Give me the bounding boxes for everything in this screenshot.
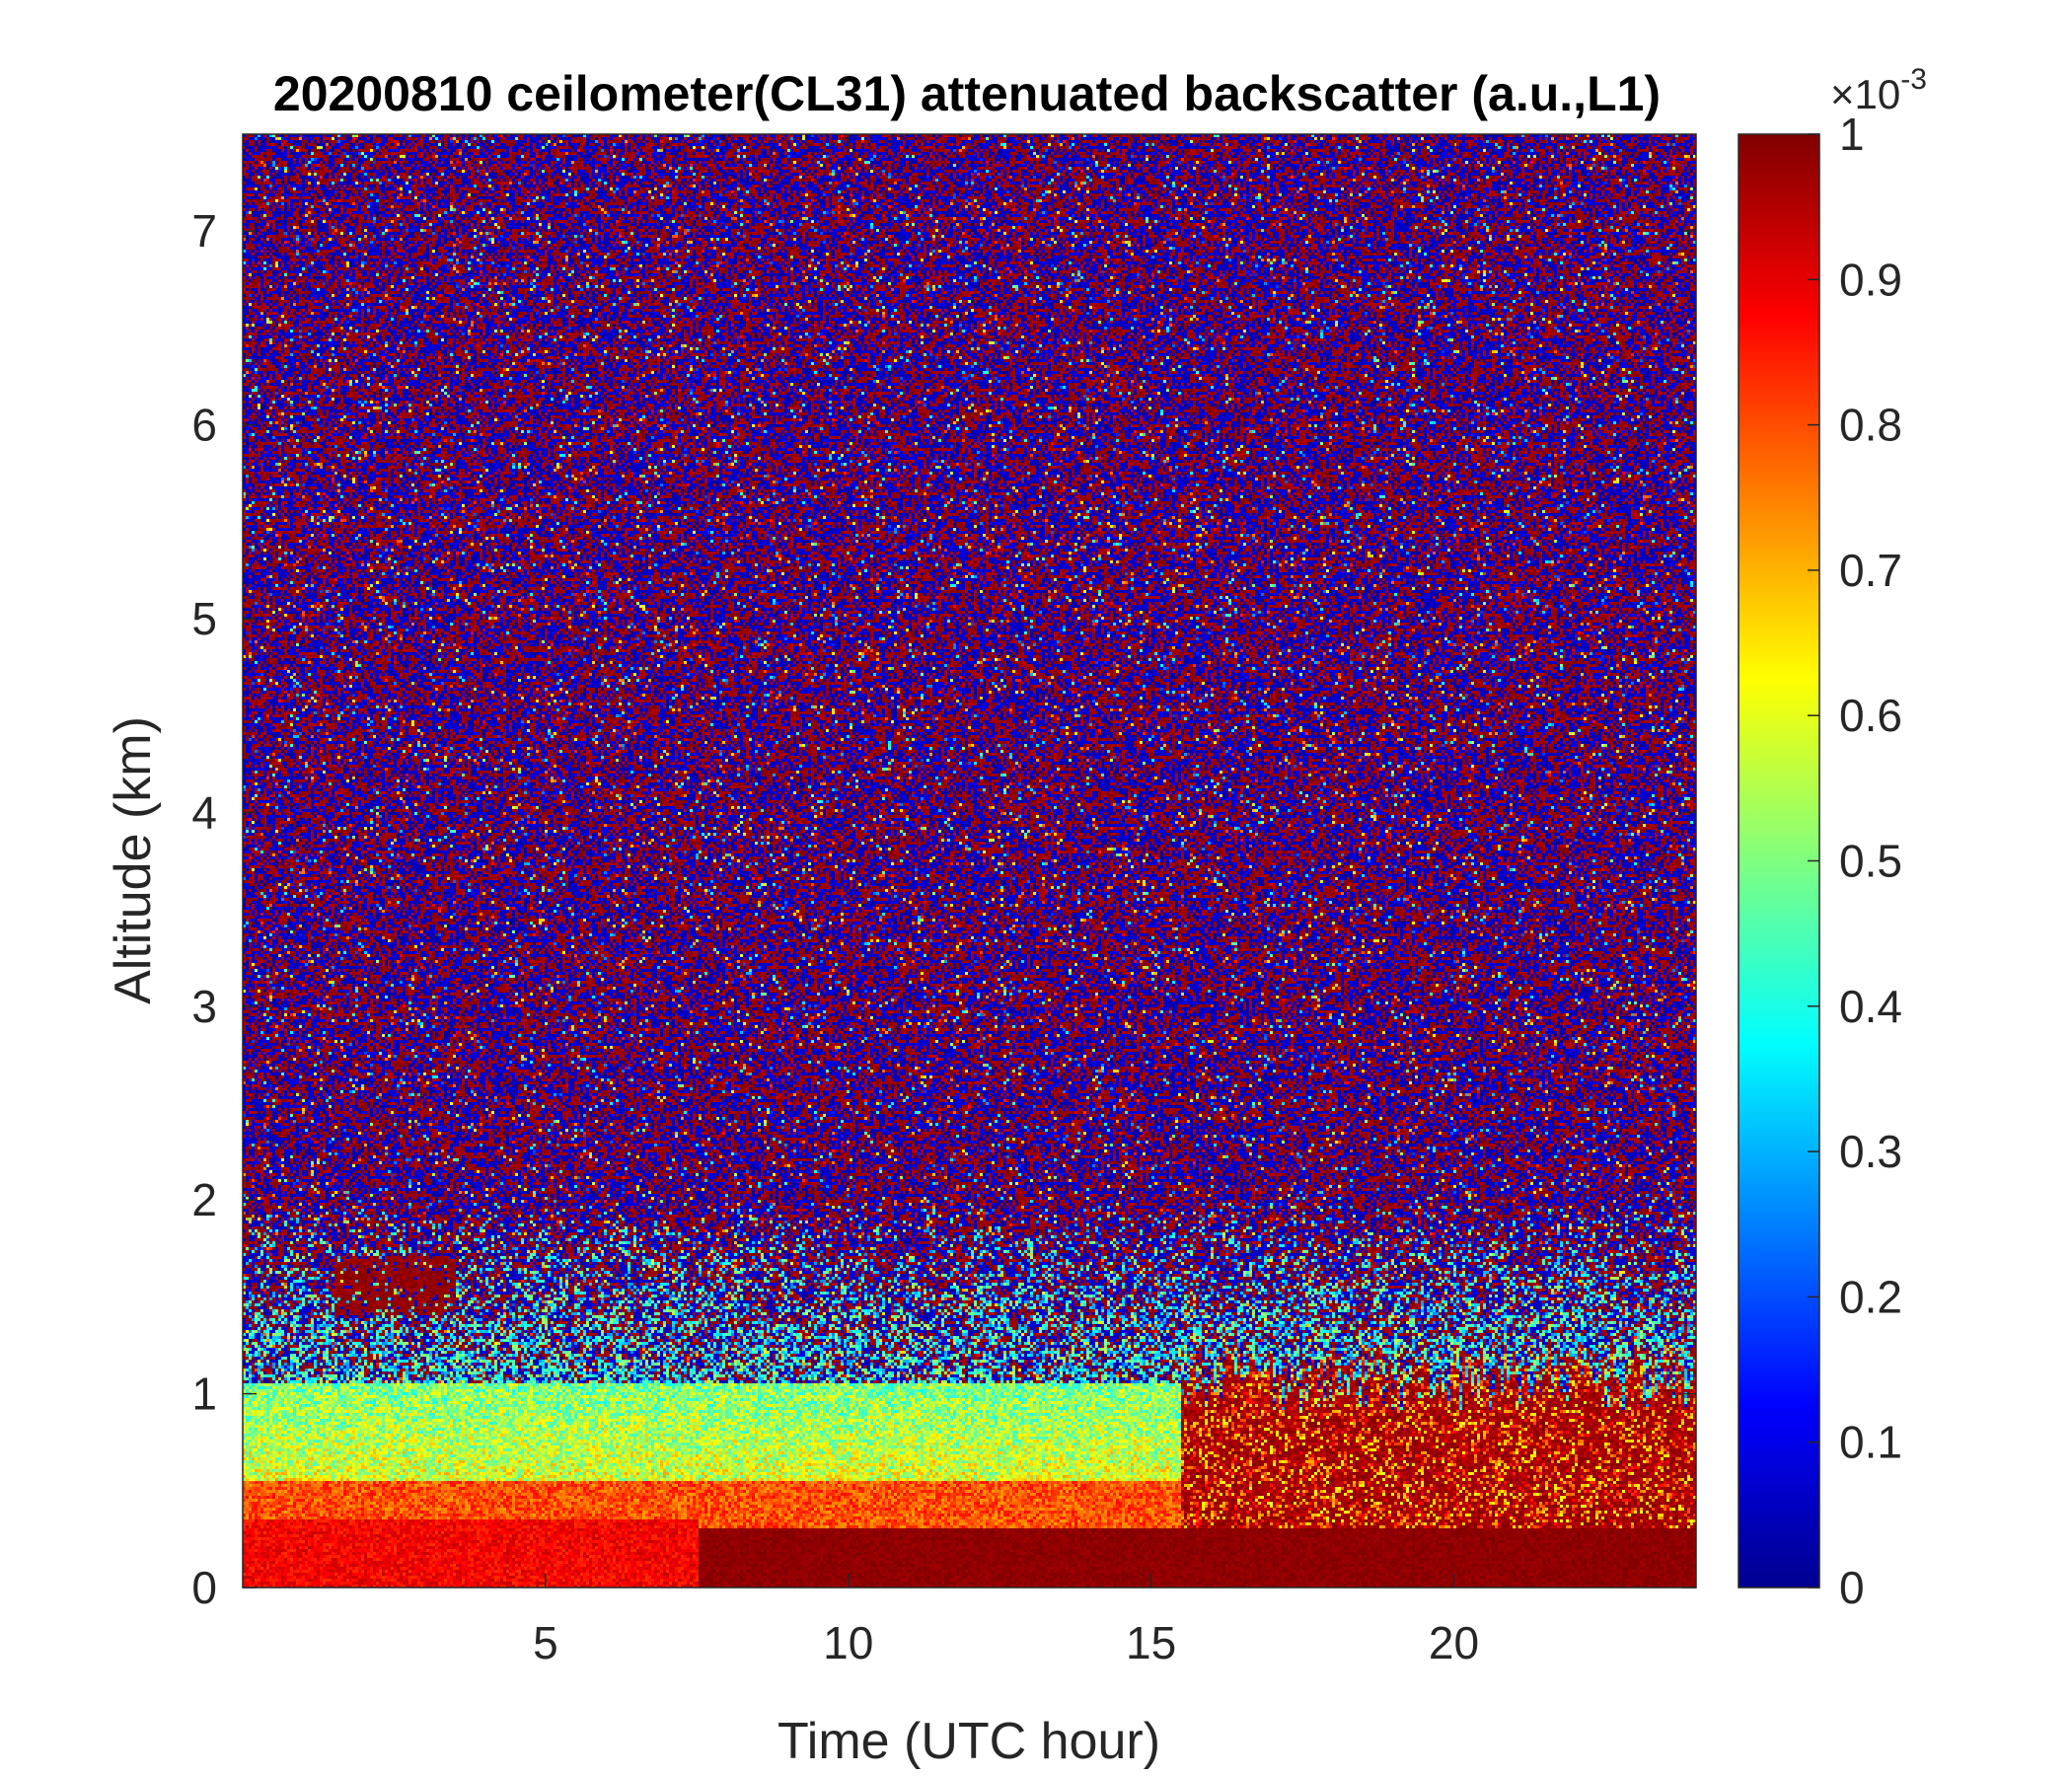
colorbar-exponent: ×10-3 bbox=[1830, 63, 1927, 117]
y-tick-label: 7 bbox=[191, 205, 217, 257]
heatmap-image bbox=[243, 134, 1696, 1588]
colorbar-tick-label: 0.8 bbox=[1839, 400, 1902, 451]
y-tick-label: 0 bbox=[191, 1562, 217, 1613]
x-axis-label: Time (UTC hour) bbox=[777, 1713, 1160, 1770]
colorbar-tick-label: 0.6 bbox=[1839, 690, 1902, 741]
colorbar-tick-label: 0.1 bbox=[1839, 1417, 1902, 1468]
y-tick-label: 3 bbox=[191, 981, 217, 1032]
y-tick-label: 1 bbox=[191, 1369, 217, 1420]
colorbar-tick-label: 0 bbox=[1839, 1562, 1865, 1613]
y-axis-label: Altitude (km) bbox=[105, 716, 162, 1004]
x-tick-label: 10 bbox=[823, 1617, 873, 1668]
heatmap-plot-area bbox=[242, 133, 1697, 1589]
x-axis: 5 10 15 20 bbox=[533, 134, 1479, 1668]
y-tick-label: 6 bbox=[191, 400, 217, 451]
colorbar: 0 0.1 0.2 0.3 0.4 0.5 0.6 0.7 0.8 0.9 1 ×10-3 bbox=[1738, 63, 1927, 1613]
colorbar-tick-label: 0.7 bbox=[1839, 545, 1902, 596]
x-tick-label: 15 bbox=[1126, 1617, 1176, 1668]
y-tick-label: 2 bbox=[191, 1174, 217, 1225]
colorbar-tick-label: 0.3 bbox=[1839, 1126, 1902, 1177]
x-tick-label: 20 bbox=[1429, 1617, 1479, 1668]
colorbar-tick-label: 1 bbox=[1839, 109, 1865, 160]
y-tick-label: 4 bbox=[191, 786, 217, 838]
chart-title: 20200810 ceilometer(CL31) attenuated bac… bbox=[273, 66, 1661, 121]
colorbar-gradient bbox=[1738, 133, 1820, 1589]
x-tick-label: 5 bbox=[533, 1617, 558, 1668]
colorbar-tick-label: 0.5 bbox=[1839, 836, 1902, 887]
y-axis: 0 1 2 3 4 5 6 7 bbox=[191, 205, 1696, 1613]
colorbar-tick-label: 0.2 bbox=[1839, 1271, 1902, 1322]
colorbar-tick-label: 0.4 bbox=[1839, 981, 1902, 1032]
colorbar-ticks: 0 0.1 0.2 0.3 0.4 0.5 0.6 0.7 0.8 0.9 1 bbox=[1808, 109, 1902, 1613]
colorbar-tick-label: 0.9 bbox=[1839, 254, 1902, 305]
y-tick-label: 5 bbox=[191, 593, 217, 644]
plot-frame bbox=[242, 133, 1697, 1589]
